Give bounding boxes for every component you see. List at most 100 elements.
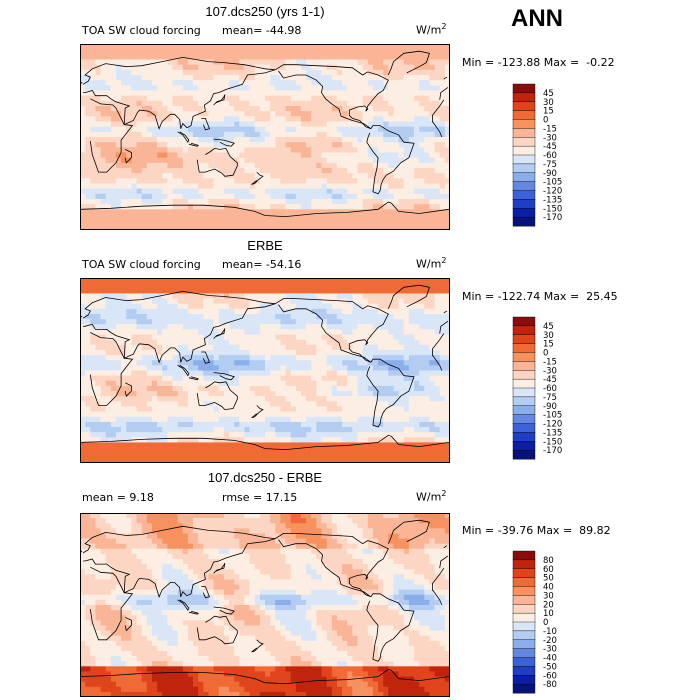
field-cell (424, 432, 430, 438)
field-cell (90, 209, 96, 215)
field-cell (280, 59, 286, 65)
field-cell (357, 142, 363, 148)
field-cell (259, 90, 266, 96)
field-cell (244, 298, 250, 304)
field-cell (218, 100, 225, 107)
field-cell (115, 298, 122, 304)
field-cell (177, 319, 184, 325)
field-cell (203, 365, 209, 371)
field-cell (244, 360, 250, 366)
field-cell (362, 214, 369, 220)
field-cell (85, 380, 91, 387)
field-cell (398, 69, 405, 76)
field-cell (434, 64, 441, 71)
field-cell (393, 396, 399, 402)
field-cell (239, 278, 245, 284)
field-cell (270, 142, 276, 148)
field-cell (398, 75, 405, 81)
field-cell (100, 188, 106, 195)
field-cell (280, 344, 286, 351)
field-cell (105, 209, 112, 215)
field-cell (434, 199, 441, 205)
field-cell (95, 370, 101, 376)
field-cell (254, 54, 261, 60)
field-cell (336, 360, 343, 366)
field-cell (177, 427, 184, 433)
field-cell (372, 319, 379, 325)
field-cell (408, 319, 415, 325)
field-cell (110, 293, 117, 299)
field-cell (295, 334, 302, 340)
field-cell (162, 75, 168, 81)
field-cell (115, 219, 122, 226)
field-cell (229, 147, 235, 153)
field-cell (408, 100, 415, 107)
field-cell (419, 349, 425, 356)
field-cell (336, 437, 343, 443)
field-cell (208, 69, 214, 76)
field-cell (434, 308, 441, 315)
field-cell (388, 100, 394, 107)
field-cell (208, 313, 214, 320)
field-cell (259, 85, 266, 91)
field-cell (367, 385, 374, 392)
colorbar-tick-label: 30 (543, 98, 554, 108)
field-cell (234, 308, 240, 315)
field-cell (321, 85, 327, 91)
field-cell (177, 131, 184, 138)
field-cell (372, 106, 379, 112)
field-cell (254, 303, 261, 310)
field-cell (115, 178, 122, 184)
field-cell (193, 303, 199, 310)
field-cell (434, 293, 441, 299)
field-cell (285, 162, 291, 169)
field-cell (270, 157, 276, 164)
field-cell (290, 385, 297, 392)
field-cell (136, 339, 142, 346)
field-cell (265, 344, 271, 351)
field-cell (80, 437, 86, 443)
field-cell (393, 90, 399, 96)
field-cell (234, 437, 240, 443)
field-cell (367, 313, 374, 320)
field-cell (229, 157, 235, 164)
field-cell (203, 85, 209, 91)
field-cell (136, 126, 142, 133)
field-cell (275, 126, 281, 133)
field-cell (321, 168, 327, 174)
field-cell (80, 365, 86, 371)
field-cell (300, 137, 307, 143)
field-cell (182, 59, 189, 65)
field-cell (115, 339, 122, 346)
field-cell (388, 44, 394, 50)
field-cell (146, 204, 153, 210)
field-cell (234, 100, 240, 107)
field-cell (378, 283, 384, 289)
field-cell (342, 69, 348, 76)
field-cell (198, 375, 204, 382)
field-cell (223, 313, 230, 320)
field-cell (105, 224, 112, 230)
field-cell (306, 173, 312, 179)
field-cell (295, 421, 302, 428)
field-cell (203, 204, 209, 210)
field-cell (85, 142, 91, 148)
field-cell (419, 303, 425, 310)
field-cell (193, 95, 199, 102)
field-cell (306, 100, 312, 107)
field-cell (362, 319, 369, 325)
field-cell (321, 49, 327, 55)
field-cell (290, 427, 297, 433)
field-cell (146, 64, 153, 71)
field-cell (321, 313, 327, 320)
field-cell (419, 137, 425, 143)
field-cell (321, 427, 327, 433)
field-cell (434, 391, 441, 397)
field-cell (434, 401, 441, 407)
colorbar-swatch (512, 137, 536, 147)
field-cell (336, 375, 343, 382)
field-cell (95, 111, 101, 117)
field-cell (141, 64, 148, 71)
field-cell (157, 162, 163, 169)
field-cell (444, 168, 450, 174)
